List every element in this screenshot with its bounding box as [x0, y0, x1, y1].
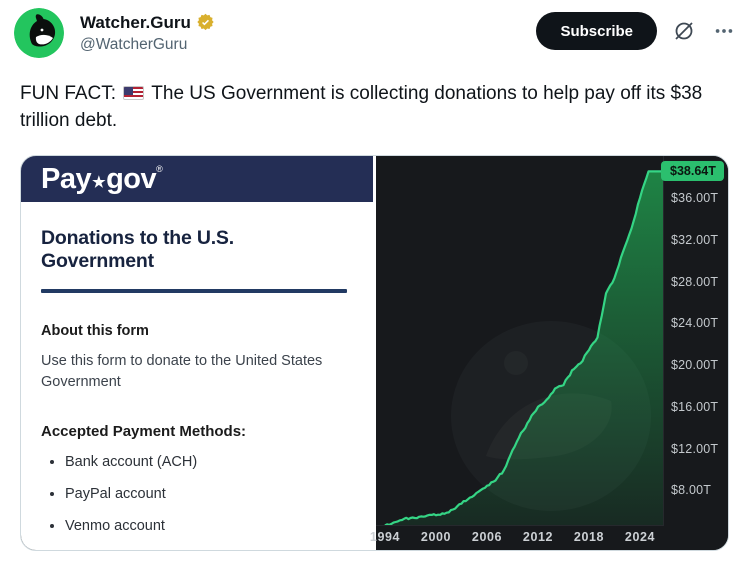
whale-logo-icon: [14, 8, 64, 58]
header-actions: Subscribe: [536, 8, 737, 50]
debt-line: [384, 170, 663, 525]
x-tick-label: 2000: [420, 530, 452, 544]
about-heading: About this form: [41, 323, 149, 339]
x-tick-label: 2024: [624, 530, 656, 544]
x-tick-label: 2006: [471, 530, 503, 544]
y-axis: $38.64T $36.00T $32.00T $28.00T $24.00T …: [661, 156, 728, 526]
current-value-tag: $38.64T: [661, 161, 724, 181]
payment-method-item: Debit or credit card: [65, 550, 347, 551]
x-tick-label: 1994: [369, 530, 401, 544]
debt-chart-plot: [376, 156, 664, 526]
gold-verified-badge-icon: [196, 13, 215, 32]
y-tick-label: $8.00T: [671, 483, 712, 497]
tweet-text-before-flag: FUN FACT:: [20, 83, 117, 104]
title-divider: [41, 289, 347, 293]
payment-method-item: PayPal account: [65, 486, 347, 502]
paygov-logo: Pay★gov®: [41, 162, 163, 195]
paygov-form-pane: Pay★gov® Donations to the U.S. Governmen…: [21, 156, 376, 550]
registered-mark: ®: [156, 163, 163, 174]
us-flag-emoji: [123, 86, 145, 100]
subscribe-button[interactable]: Subscribe: [536, 12, 657, 50]
y-tick-label: $24.00T: [671, 316, 719, 330]
grok-icon[interactable]: [671, 18, 697, 44]
x-tick-label: 2018: [573, 530, 605, 544]
debt-chart-pane: $38.64T $36.00T $32.00T $28.00T $24.00T …: [370, 156, 728, 550]
y-tick-label: $36.00T: [671, 191, 719, 205]
paygov-star-icon: ★: [92, 173, 106, 191]
x-axis: 1994 2000 2006 2012 2018 2024: [370, 524, 664, 550]
payment-method-item: Bank account (ACH): [65, 454, 347, 470]
y-tick-label: $12.00T: [671, 442, 719, 456]
tweet-text: FUN FACT: The US Government is collectin…: [20, 80, 738, 134]
y-tick-label: $20.00T: [671, 358, 719, 372]
payment-method-item: Venmo account: [65, 518, 347, 534]
tweet-text-after-flag: The US Government is collecting donation…: [20, 83, 703, 131]
x-tick-label: 2012: [522, 530, 554, 544]
debt-chart-svg: [384, 170, 663, 525]
paygov-header-bar: Pay★gov®: [21, 156, 373, 202]
display-name[interactable]: Watcher.Guru: [80, 13, 191, 32]
user-identity: Watcher.Guru @WatcherGuru: [80, 8, 536, 55]
more-icon[interactable]: [711, 18, 737, 44]
about-text: Use this form to donate to the United St…: [41, 353, 323, 390]
form-title: Donations to the U.S. Government: [41, 227, 234, 272]
user-handle[interactable]: @WatcherGuru: [80, 36, 188, 53]
tweet-header: Watcher.Guru @WatcherGuru Subscribe: [14, 8, 737, 60]
payment-methods-list: Bank account (ACH) PayPal account Venmo …: [65, 454, 347, 551]
avatar[interactable]: [14, 8, 64, 58]
y-tick-label: $28.00T: [671, 275, 719, 289]
embedded-media[interactable]: Pay★gov® Donations to the U.S. Governmen…: [20, 155, 729, 551]
y-tick-label: $16.00T: [671, 400, 719, 414]
payment-methods-heading: Accepted Payment Methods:: [41, 423, 247, 440]
y-tick-label: $32.00T: [671, 233, 719, 247]
debt-area: [385, 171, 663, 525]
paygov-form-body: Donations to the U.S. Government About t…: [21, 202, 373, 551]
